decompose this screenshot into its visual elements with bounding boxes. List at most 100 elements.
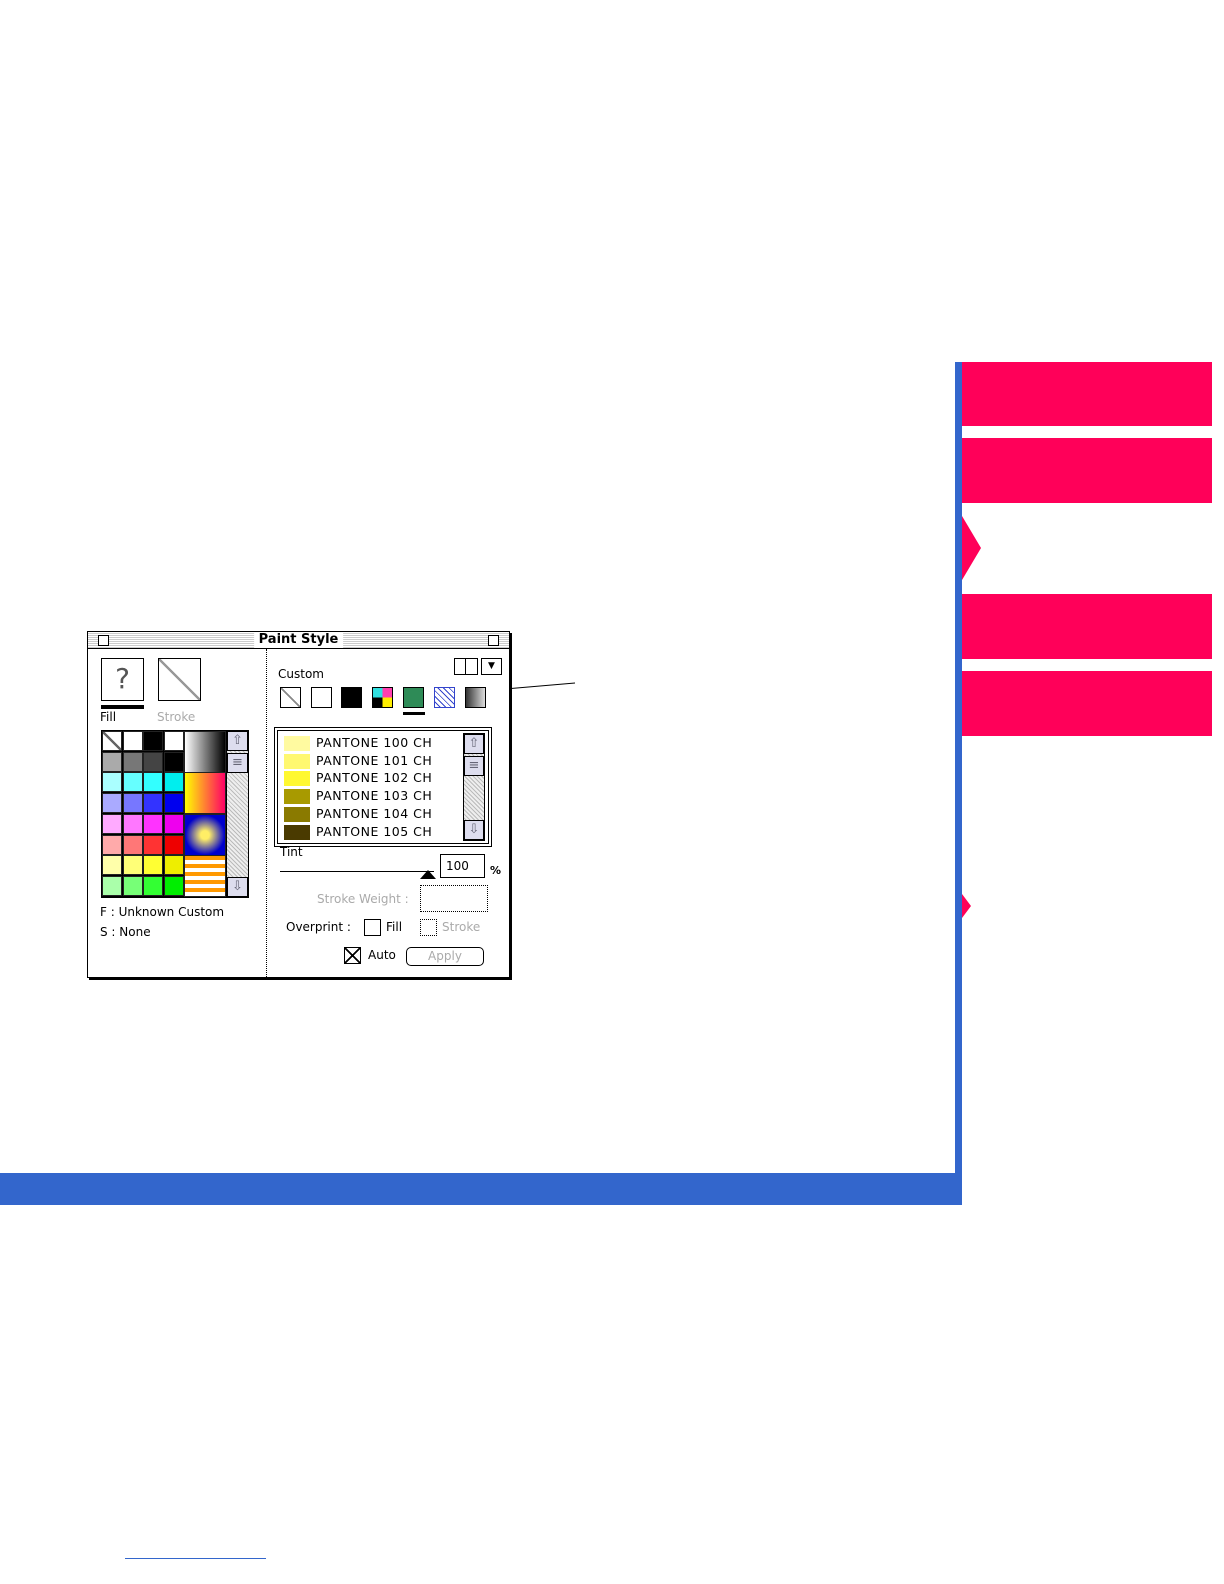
color-swatch-grid[interactable] xyxy=(101,730,249,898)
apply-button[interactable]: Apply xyxy=(406,947,484,966)
nav-tab-4[interactable] xyxy=(962,671,1212,736)
swatch-color-chip xyxy=(284,824,310,840)
color-cell[interactable] xyxy=(122,813,143,834)
swatch-name: PANTONE 105 CH xyxy=(316,823,433,839)
gradient-pattern-cell[interactable] xyxy=(184,814,226,856)
color-cell[interactable] xyxy=(122,834,143,855)
swatch-none[interactable] xyxy=(280,687,301,708)
fill-box[interactable]: ? xyxy=(101,658,144,701)
fill-label[interactable]: Fill xyxy=(100,710,117,724)
gradient-pattern-cell[interactable] xyxy=(184,772,226,814)
paint-style-palette: Paint Style ? Fill Stroke ⇧ ≡ ⇩ F : Unkn… xyxy=(87,631,510,978)
swatch-process[interactable] xyxy=(372,687,393,708)
swatch-list-item[interactable]: PANTONE 102 CH xyxy=(284,769,433,787)
color-cell[interactable] xyxy=(102,751,122,772)
color-cell[interactable] xyxy=(102,813,122,834)
color-cell[interactable] xyxy=(143,875,163,896)
fill-info: F : Unknown Custom xyxy=(100,905,225,919)
swatch-list-item[interactable]: PANTONE 104 CH xyxy=(284,805,432,822)
color-cell[interactable] xyxy=(143,793,163,814)
nav-tab-3[interactable] xyxy=(962,594,1212,659)
blue-horizontal-bar xyxy=(0,1173,962,1205)
color-cell[interactable] xyxy=(143,731,163,751)
swatch-name: PANTONE 102 CH xyxy=(316,770,433,786)
gradient-pattern-cell[interactable] xyxy=(184,855,226,897)
current-page-arrow-icon xyxy=(962,516,981,580)
swatch-color-chip xyxy=(284,789,310,805)
swatch-list-item[interactable]: PANTONE 105 CH xyxy=(284,823,432,840)
title-bar[interactable]: Paint Style xyxy=(88,632,509,649)
custom-selected-bar xyxy=(403,712,425,715)
overprint-fill-checkbox[interactable] xyxy=(364,919,381,936)
color-cell[interactable] xyxy=(122,731,143,751)
swatch-white[interactable] xyxy=(311,687,332,708)
color-cell[interactable] xyxy=(143,855,163,876)
scroll-down-arrow-icon[interactable]: ⇩ xyxy=(227,877,248,897)
swatch-gradient[interactable] xyxy=(465,687,486,708)
swatch-list-item[interactable]: PANTONE 103 CH xyxy=(284,787,433,805)
swatch-list-item[interactable]: PANTONE 101 CH xyxy=(284,752,432,769)
unknown-fill-icon: ? xyxy=(115,662,130,695)
color-cell[interactable] xyxy=(102,875,122,896)
scroll-down-arrow-icon[interactable]: ⇩ xyxy=(464,820,484,840)
color-cell[interactable] xyxy=(122,875,143,896)
list-scrollbar[interactable]: ⇧ ≡ ⇩ xyxy=(463,733,485,841)
stroke-weight-input[interactable] xyxy=(420,885,488,912)
grid-scrollbar[interactable]: ⇧ ≡ ⇩ xyxy=(226,730,249,898)
zoom-box[interactable] xyxy=(488,635,499,646)
color-cell[interactable] xyxy=(143,834,163,855)
color-cell[interactable] xyxy=(163,731,184,751)
swatch-color-chip xyxy=(284,771,310,787)
swatch-name: PANTONE 104 CH xyxy=(316,805,433,821)
color-cell[interactable] xyxy=(163,834,184,855)
color-cell[interactable] xyxy=(163,875,184,896)
scroll-thumb[interactable]: ≡ xyxy=(464,756,484,776)
scroll-thumb[interactable]: ≡ xyxy=(227,753,248,773)
color-cell[interactable] xyxy=(122,855,143,876)
stroke-label[interactable]: Stroke xyxy=(157,710,196,724)
swatch-name: PANTONE 103 CH xyxy=(316,788,433,804)
color-cell[interactable] xyxy=(102,855,122,876)
swatch-list[interactable]: PANTONE 100 CH PANTONE 101 CH PANTONE 102 … xyxy=(274,727,492,847)
color-cell[interactable] xyxy=(122,793,143,814)
nav-tab-2[interactable] xyxy=(962,438,1212,503)
color-cell[interactable] xyxy=(143,813,163,834)
color-cell[interactable] xyxy=(102,793,122,814)
nav-tab-1[interactable] xyxy=(962,362,1212,426)
tint-slider-track[interactable] xyxy=(280,871,434,872)
auto-checkbox[interactable] xyxy=(344,947,361,964)
color-cell[interactable] xyxy=(102,731,122,751)
swatch-pattern[interactable] xyxy=(434,687,455,708)
color-cell[interactable] xyxy=(143,772,163,793)
split-view-icon[interactable] xyxy=(454,658,478,675)
fill-selected-bar xyxy=(101,705,144,709)
overprint-fill-label: Fill xyxy=(386,920,403,934)
swatch-color-chip xyxy=(284,806,310,822)
swatch-custom-green[interactable] xyxy=(403,687,424,708)
menu-dropdown-icon[interactable]: ▼ xyxy=(481,658,502,675)
color-cell[interactable] xyxy=(143,751,163,772)
close-box[interactable] xyxy=(98,635,109,646)
scroll-up-arrow-icon[interactable]: ⇧ xyxy=(227,731,248,751)
pane-divider xyxy=(266,649,267,977)
color-cell[interactable] xyxy=(163,793,184,814)
tint-input[interactable]: 100 xyxy=(440,854,485,878)
color-cell[interactable] xyxy=(122,772,143,793)
color-cell[interactable] xyxy=(122,751,143,772)
stroke-box[interactable] xyxy=(158,658,201,701)
overprint-stroke-checkbox[interactable] xyxy=(420,919,437,936)
tint-slider-handle[interactable] xyxy=(420,870,436,879)
swatch-list-item[interactable]: PANTONE 100 CH xyxy=(284,734,432,751)
color-cell[interactable] xyxy=(163,855,184,876)
scroll-up-arrow-icon[interactable]: ⇧ xyxy=(464,734,484,754)
color-cell[interactable] xyxy=(102,772,122,793)
color-cell[interactable] xyxy=(163,751,184,772)
footer-link-underline[interactable] xyxy=(125,1558,266,1559)
color-cell[interactable] xyxy=(102,834,122,855)
color-cell[interactable] xyxy=(163,813,184,834)
window-title: Paint Style xyxy=(253,632,344,648)
swatch-black[interactable] xyxy=(341,687,362,708)
category-label: Custom xyxy=(278,667,324,681)
gradient-pattern-cell[interactable] xyxy=(184,731,226,773)
color-cell[interactable] xyxy=(163,772,184,793)
